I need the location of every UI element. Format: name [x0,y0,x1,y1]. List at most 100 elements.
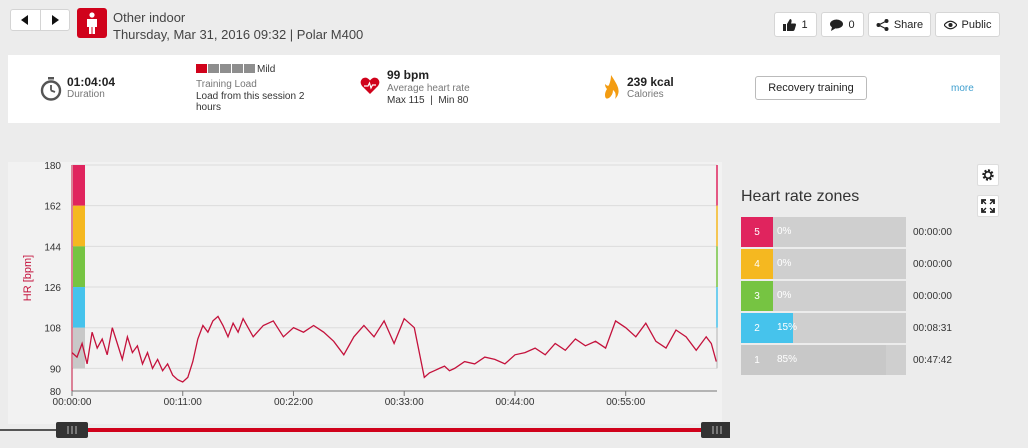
zone-time: 00:00:00 [913,291,952,302]
zone-number: 2 [741,313,773,343]
hr-zone-row: 1 85% 00:47:42 [741,345,981,375]
zone-time: 00:00:00 [913,259,952,270]
load-bar [220,64,231,73]
calories-label: Calories [627,89,664,100]
training-load-label: Training Load [196,79,257,90]
y-tick-label: 162 [44,202,61,213]
visibility-button[interactable]: Public [935,12,1000,37]
flame-icon [605,75,619,99]
previous-button[interactable] [11,10,41,30]
chart-settings-button[interactable] [977,164,999,186]
hr-zone-row: 5 0% 00:00:00 [741,217,981,247]
hr-zone-row: 4 0% 00:00:00 [741,249,981,279]
heart-icon [360,77,380,94]
fullscreen-button[interactable] [977,195,999,217]
training-load-indicator [196,64,255,73]
zone-number: 4 [741,249,773,279]
x-tick-label: 00:55:00 [606,397,645,408]
zone-number: 1 [741,345,773,375]
zone-percent: 85% [777,354,798,365]
x-tick-label: 00:22:00 [274,397,313,408]
chevron-left-icon [21,15,29,25]
x-tick-label: 00:33:00 [385,397,424,408]
comment-count: 0 [848,18,855,31]
zone-band [73,287,85,328]
load-bar [244,64,255,73]
comment-button[interactable]: 0 [821,12,864,37]
chevron-right-icon [51,15,59,25]
hr-zone-row: 3 0% 00:00:00 [741,281,981,311]
x-tick-label: 00:00:00 [53,397,92,408]
zone-bar: 85% [773,345,906,375]
y-tick-label: 126 [44,283,61,294]
y-tick-label: 80 [50,387,62,398]
y-tick-label: 144 [44,242,61,253]
zone-band [73,205,85,247]
stopwatch-icon [40,77,62,101]
sport-type-badge [77,8,107,38]
like-button[interactable]: 1 [774,12,817,37]
duration-value: 01:04:04 [67,75,116,89]
zone-band [73,165,85,206]
y-axis-label: HR [bpm] [22,255,34,301]
duration-label: Duration [67,89,105,100]
gear-icon [982,169,994,181]
activity-subtitle: Thursday, Mar 31, 2016 09:32 | Polar M40… [113,27,364,42]
training-load-text: Load from this session 2 hours [196,91,305,113]
hr-min-max: Max 115 | Min 80 [387,95,469,106]
thumbs-up-icon [783,18,797,31]
zone-bar-fill [773,345,887,375]
zone-time: 00:08:31 [913,323,952,334]
share-label: Share [893,18,924,31]
hr-zone-row: 2 15% 00:08:31 [741,313,981,343]
heart-rate-chart: 180 162 144 126 108 90 80 00:00:00 00:11:00 00:2… [0,161,730,438]
range-slider-handle-left[interactable] [56,422,88,438]
zone-number: 3 [741,281,773,311]
range-slider-handle-right[interactable] [701,422,730,438]
avg-hr-value: 99 bpm [387,68,430,82]
visibility-label: Public [961,18,992,31]
zone-bar-fill [773,313,793,343]
like-count: 1 [801,18,808,31]
training-load-level: Mild [257,64,276,75]
zone-percent: 0% [777,290,792,301]
person-icon [87,12,97,34]
calories-value: 239 kcal [627,75,674,89]
avg-hr-label: Average heart rate [387,83,470,94]
x-tick-label: 00:11:00 [164,397,203,408]
zone-percent: 0% [777,226,792,237]
zone-time: 00:47:42 [913,355,952,366]
x-tick-label: 00:44:00 [495,397,534,408]
zone-band [73,327,85,369]
y-tick-label: 90 [50,364,62,375]
chart-background [8,162,722,424]
share-button[interactable]: Share [868,12,931,37]
hr-series-line [71,315,717,383]
zone-number: 5 [741,217,773,247]
recovery-training-button[interactable]: Recovery training [755,76,867,100]
chart-grid [72,164,717,392]
hr-zones-title: Heart rate zones [741,188,860,205]
zone-band [73,246,85,288]
load-bar [196,64,207,73]
more-link[interactable]: more [951,83,974,94]
eye-icon [943,20,957,29]
load-bar [208,64,219,73]
next-button[interactable] [41,10,70,30]
y-tick-label: 108 [44,324,61,335]
summary-panel: 01:04:04 Duration Mild Training Load Loa… [8,55,1000,123]
zone-time: 00:00:00 [913,227,952,238]
y-tick-label: 180 [44,161,61,172]
zone-bar: 15% [773,313,906,343]
x-axis-ticks: 00:00:00 00:11:00 00:22:00 00:33:00 00:44:00… [53,391,646,408]
comment-icon [830,19,844,31]
activity-title: Other indoor [113,10,186,25]
zone-bar: 0% [773,217,906,247]
zone-bar: 0% [773,281,906,311]
zone-percent: 0% [777,258,792,269]
share-icon [876,18,889,31]
activity-nav [10,9,70,31]
zone-bar: 0% [773,249,906,279]
zone-bands [73,165,718,369]
y-axis-ticks: 180 162 144 126 108 90 80 [44,161,61,398]
